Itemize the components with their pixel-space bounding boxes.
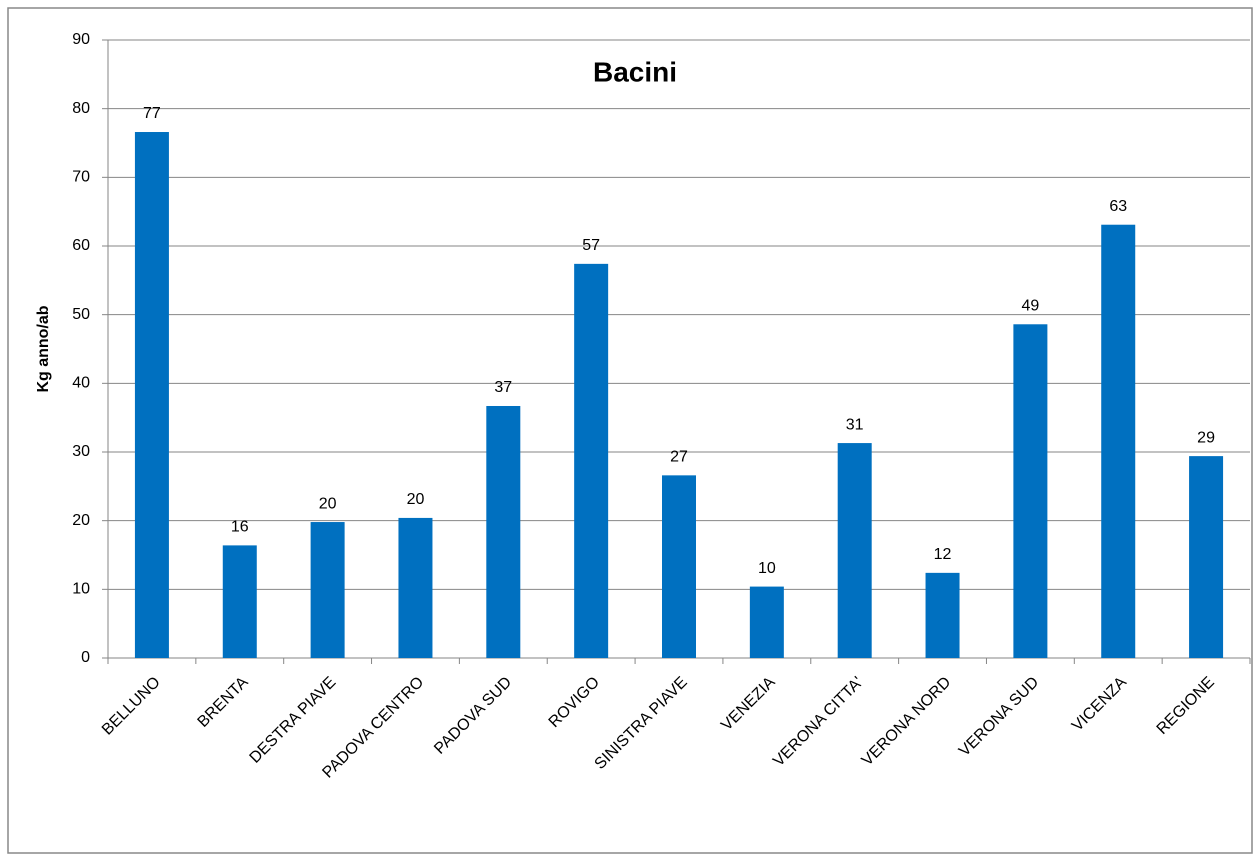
value-label: 77 [143,105,161,122]
bar [925,572,960,658]
bar [1101,224,1136,659]
y-tick-label: 70 [72,169,90,186]
value-label: 27 [670,449,688,466]
bar [398,517,433,658]
bar [486,405,521,658]
bar [1189,456,1224,658]
bar [662,475,696,658]
y-tick-label: 20 [72,512,90,529]
bar [1013,324,1048,658]
chart-title: Bacini [593,56,677,87]
bar [310,522,345,658]
y-tick-label: 50 [72,306,90,323]
y-tick-label: 10 [72,581,90,598]
bar [749,586,784,658]
value-label: 37 [494,379,512,396]
y-tick-label: 30 [72,443,90,460]
bar [222,545,257,658]
value-label: 16 [231,519,249,536]
y-tick-label: 80 [72,100,90,117]
value-label: 57 [582,237,600,254]
value-label: 10 [758,560,776,577]
y-tick-label: 40 [72,375,90,392]
y-tick-label: 60 [72,237,90,254]
bar [837,443,872,658]
y-tick-label: 0 [81,649,90,666]
value-label: 31 [846,416,864,433]
y-axis-title: Kg anno/ab [35,305,52,392]
value-label: 20 [319,495,337,512]
y-tick-label: 90 [72,31,90,48]
value-label: 49 [1021,297,1039,314]
bar [134,132,169,659]
value-label: 29 [1197,429,1215,446]
bar [574,263,609,658]
value-label: 20 [407,491,425,508]
value-label: 12 [934,546,952,563]
value-label: 63 [1109,198,1127,215]
